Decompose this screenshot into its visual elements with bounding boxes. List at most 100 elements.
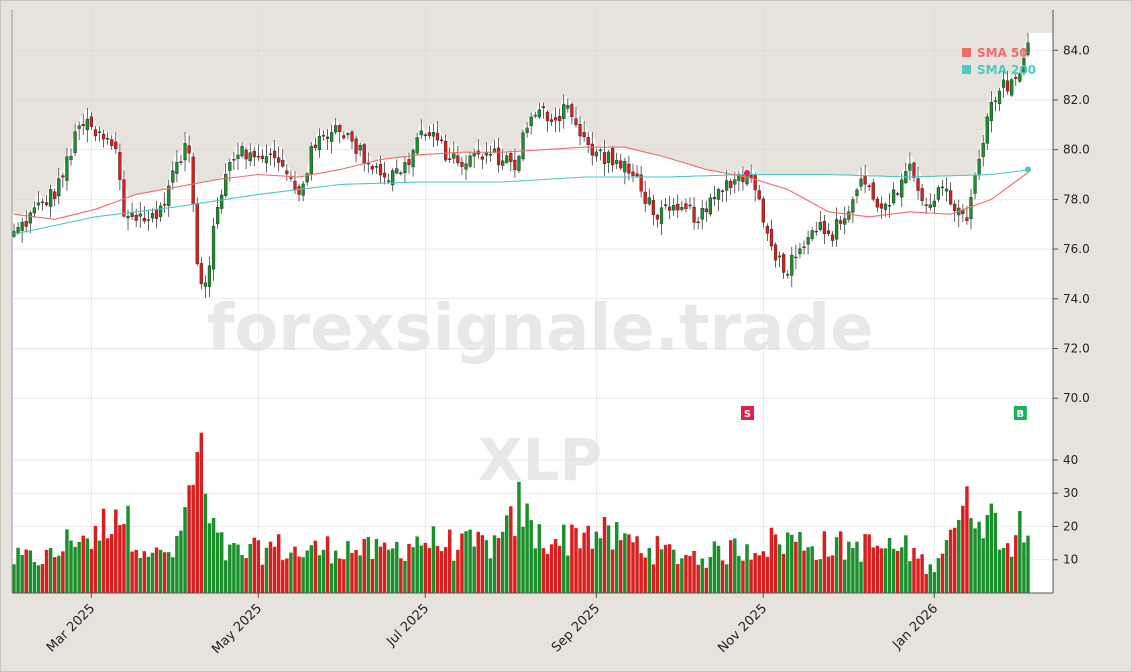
volume-bar — [52, 557, 57, 593]
candle-body — [855, 189, 859, 197]
candle-body — [822, 221, 827, 234]
candle-body — [696, 221, 700, 224]
candle-body — [163, 203, 167, 206]
candle-body — [146, 219, 151, 221]
volume-bar — [154, 547, 159, 593]
candle-body — [1018, 73, 1022, 82]
volume-bar — [708, 557, 713, 593]
candle-body — [435, 132, 440, 141]
volume-bar — [73, 546, 77, 593]
candle-body — [346, 133, 350, 135]
volume-bar — [301, 557, 305, 593]
volume-bar — [232, 543, 236, 593]
candle-body — [635, 173, 639, 177]
candle-body — [749, 175, 753, 178]
candle-body — [553, 117, 558, 121]
candle-body — [879, 203, 884, 209]
volume-bar — [427, 547, 432, 593]
volume-bar — [822, 531, 827, 593]
candle-body — [452, 153, 456, 159]
volume-bar — [810, 546, 814, 593]
candle-body — [97, 131, 102, 133]
candle-body — [199, 263, 203, 285]
volume-bar — [195, 452, 199, 593]
candle-body — [578, 124, 582, 137]
candle-body — [558, 116, 562, 122]
candle-body — [1001, 79, 1006, 88]
candle-body — [488, 154, 493, 156]
volume-bar — [362, 538, 366, 593]
volume-bar — [545, 553, 550, 593]
candle-body — [281, 160, 285, 167]
candle-body — [334, 125, 338, 133]
volume-bar — [525, 503, 529, 593]
candle-body — [712, 196, 717, 200]
candle-body — [415, 137, 419, 154]
candle-body — [655, 214, 660, 220]
volume-bar — [464, 531, 468, 593]
price-tick-label: 80.0 — [1063, 143, 1090, 157]
volume-bar — [89, 548, 94, 593]
volume-bar — [680, 558, 684, 593]
candle-body — [1022, 58, 1026, 73]
volume-bar — [786, 532, 790, 593]
candle-body — [647, 197, 651, 205]
candle-body — [623, 161, 627, 173]
volume-bar — [419, 545, 423, 593]
volume-bar — [215, 532, 220, 593]
volume-bar — [183, 507, 187, 593]
volume-bar — [684, 554, 688, 593]
candle-body — [321, 134, 326, 137]
candle-body — [277, 157, 281, 163]
volume-bar — [500, 531, 505, 593]
candle-body — [171, 170, 175, 183]
candle-body — [643, 191, 647, 204]
volume-bar — [627, 534, 631, 593]
sma-50-line — [13, 146, 1029, 220]
volume-bar — [879, 548, 884, 593]
volume-bar — [374, 538, 379, 593]
price-tick-label: 72.0 — [1063, 341, 1090, 355]
candle-body — [411, 150, 415, 168]
candle-body — [496, 147, 501, 165]
candle-body — [594, 151, 598, 157]
volume-bar — [871, 547, 875, 593]
volume-bar — [586, 525, 590, 593]
volume-bar — [191, 484, 195, 593]
candle-body — [313, 144, 317, 148]
volume-bar — [386, 549, 391, 593]
volume-bar — [928, 564, 932, 593]
candle-body — [362, 144, 366, 164]
candle-body — [1014, 76, 1018, 79]
volume-bar — [203, 493, 208, 593]
candle-body — [977, 158, 981, 176]
volume-bar — [883, 548, 888, 593]
volume-bar — [704, 567, 709, 593]
volume-bar — [333, 550, 338, 593]
candle-body — [427, 132, 431, 136]
volume-bar — [631, 542, 635, 593]
volume-bar — [16, 547, 20, 593]
volume-bar — [529, 520, 533, 593]
candle-body — [179, 161, 183, 163]
volume-bar — [399, 558, 403, 593]
volume-bar — [843, 559, 847, 593]
legend-swatch-sma-200 — [962, 65, 971, 74]
volume-bar — [981, 538, 985, 593]
volume-bar — [895, 550, 900, 593]
volume-bar — [606, 525, 611, 593]
candle-body — [61, 175, 65, 178]
volume-bar — [496, 538, 501, 593]
volume-bar — [407, 543, 411, 593]
volume-bar — [480, 535, 485, 593]
candle-body — [85, 118, 89, 131]
candle-body — [672, 205, 676, 211]
candle-body — [1006, 80, 1010, 92]
candle-body — [399, 172, 403, 175]
volume-bar — [594, 531, 599, 593]
volume-bar — [667, 544, 672, 593]
volume-bar — [175, 536, 179, 593]
volume-bar — [582, 532, 586, 593]
candle-body — [871, 182, 875, 200]
candle-body — [1026, 42, 1030, 56]
